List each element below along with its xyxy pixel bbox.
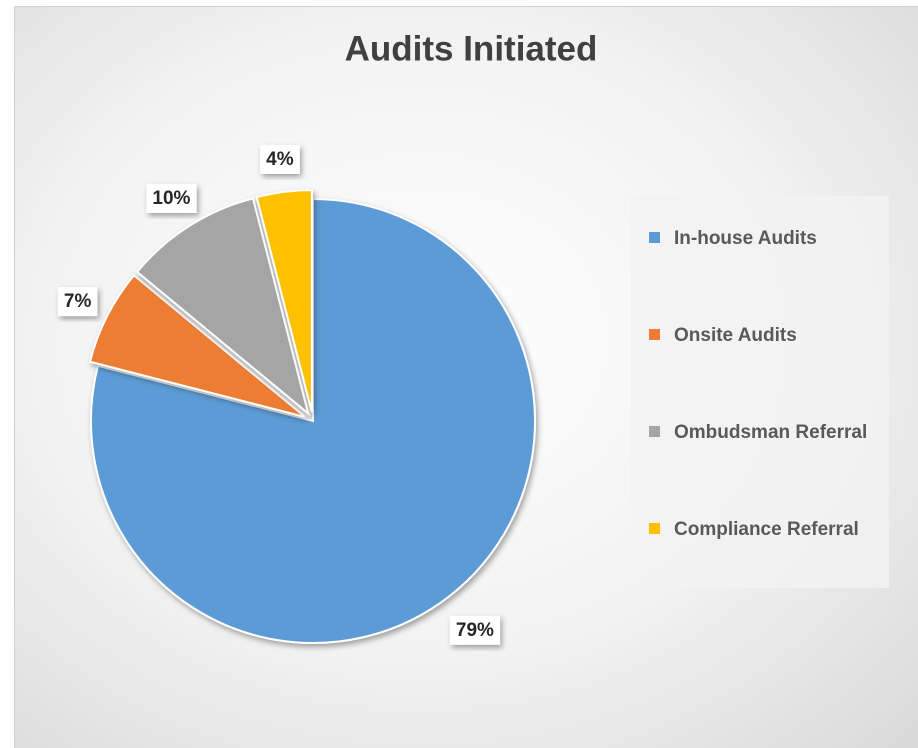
data-label: 4% <box>260 144 300 174</box>
chart: Audits Initiated 79% 7% 10% 4% <box>57 29 598 645</box>
pie-slice <box>255 189 313 413</box>
data-label-text: 7% <box>64 291 92 312</box>
pie-slice <box>88 273 306 418</box>
legend-item: In-house Audits <box>649 226 879 252</box>
pie-slice <box>90 197 536 644</box>
chart-area: Audits Initiated 79% 7% 10% 4% In-house Aud… <box>14 6 918 748</box>
chart-title: Audits Initiated <box>345 29 598 68</box>
legend-item: Onsite Audits <box>649 323 879 349</box>
data-label-text: 4% <box>266 149 294 170</box>
legend-label: Compliance Referral <box>674 519 859 540</box>
data-label-text: 79% <box>456 620 494 641</box>
legend-label: Ombudsman Referral <box>674 422 868 443</box>
legend-swatch <box>649 426 660 437</box>
data-label-text: 10% <box>152 188 190 209</box>
legend-swatch <box>649 232 660 243</box>
data-label-box <box>146 183 197 213</box>
legend-swatch <box>649 523 660 534</box>
legend: In-house Audits Onsite Audits Ombudsman Re… <box>631 196 889 588</box>
pie-slice <box>135 197 310 417</box>
data-label-box <box>57 287 98 317</box>
data-label: 79% <box>449 615 501 645</box>
data-label-box <box>260 144 300 174</box>
legend-item: Compliance Referral <box>649 517 879 543</box>
data-label: 10% <box>146 183 197 213</box>
legend-item: Ombudsman Referral <box>649 420 879 446</box>
legend-label: Onsite Audits <box>674 325 797 346</box>
data-label-box <box>449 615 501 645</box>
legend-label: In-house Audits <box>674 228 817 249</box>
data-label: 7% <box>57 287 98 317</box>
legend-swatch <box>649 329 660 340</box>
